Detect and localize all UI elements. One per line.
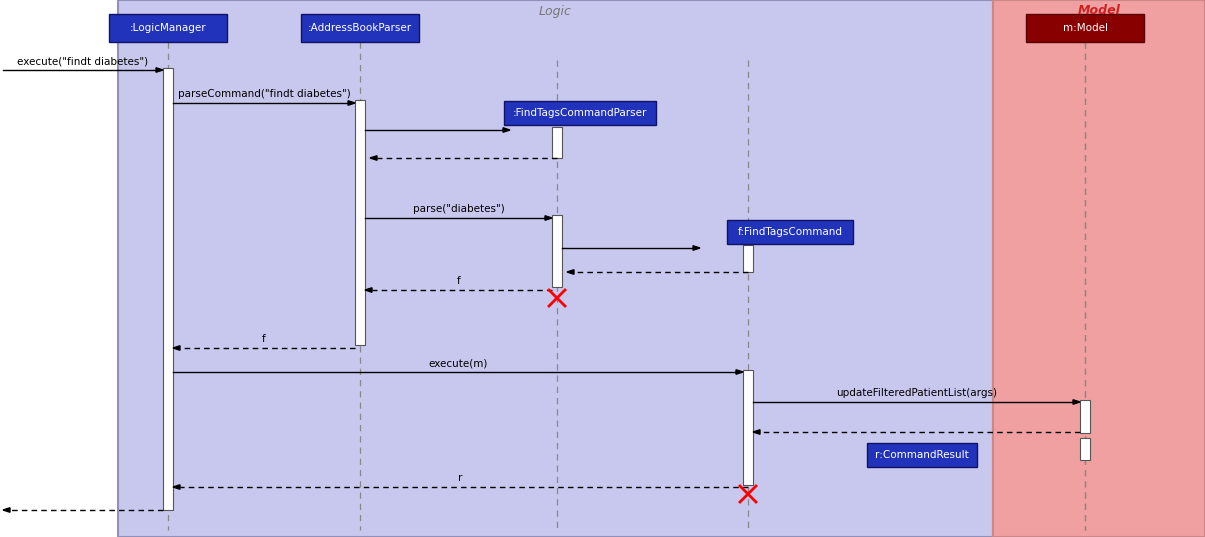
Polygon shape [568,270,574,274]
Polygon shape [370,156,377,160]
Bar [993,0,1205,537]
Bar [1080,400,1091,433]
Polygon shape [174,346,180,350]
FancyBboxPatch shape [868,443,977,467]
Text: parseCommand("findt diabetes"): parseCommand("findt diabetes") [177,89,351,99]
Polygon shape [545,216,552,220]
Bar [118,0,993,537]
Text: f: f [457,276,460,286]
Text: Logic: Logic [539,4,572,18]
Polygon shape [2,508,10,512]
Polygon shape [753,430,760,434]
FancyBboxPatch shape [504,101,656,125]
Text: m:Model: m:Model [1063,23,1107,33]
FancyBboxPatch shape [301,14,419,42]
FancyBboxPatch shape [1025,14,1144,42]
FancyBboxPatch shape [108,14,227,42]
Text: r:CommandResult: r:CommandResult [875,450,969,460]
Text: execute(m): execute(m) [428,358,488,368]
Polygon shape [693,246,700,250]
Bar [552,127,562,158]
Text: execute("findt diabetes"): execute("findt diabetes") [17,56,148,66]
Text: f: f [263,334,266,344]
Polygon shape [348,101,355,105]
Text: Model: Model [1077,4,1121,18]
Text: :FindTagsCommandParser: :FindTagsCommandParser [513,108,647,118]
Text: updateFilteredPatientList(args): updateFilteredPatientList(args) [836,388,997,398]
Polygon shape [174,485,180,489]
Text: :LogicManager: :LogicManager [130,23,206,33]
Bar [1080,438,1091,460]
Text: parse("diabetes"): parse("diabetes") [412,204,505,214]
Bar [355,100,365,345]
Polygon shape [1072,400,1080,404]
Bar [743,370,753,485]
FancyBboxPatch shape [727,220,853,244]
Polygon shape [502,128,510,132]
Text: f:FindTagsCommand: f:FindTagsCommand [737,227,842,237]
Text: r: r [458,473,463,483]
Polygon shape [155,68,163,72]
Bar [743,245,753,272]
Polygon shape [365,288,372,292]
Text: :AddressBookParser: :AddressBookParser [308,23,412,33]
Bar [552,215,562,287]
Bar [163,68,174,510]
Polygon shape [736,370,743,374]
